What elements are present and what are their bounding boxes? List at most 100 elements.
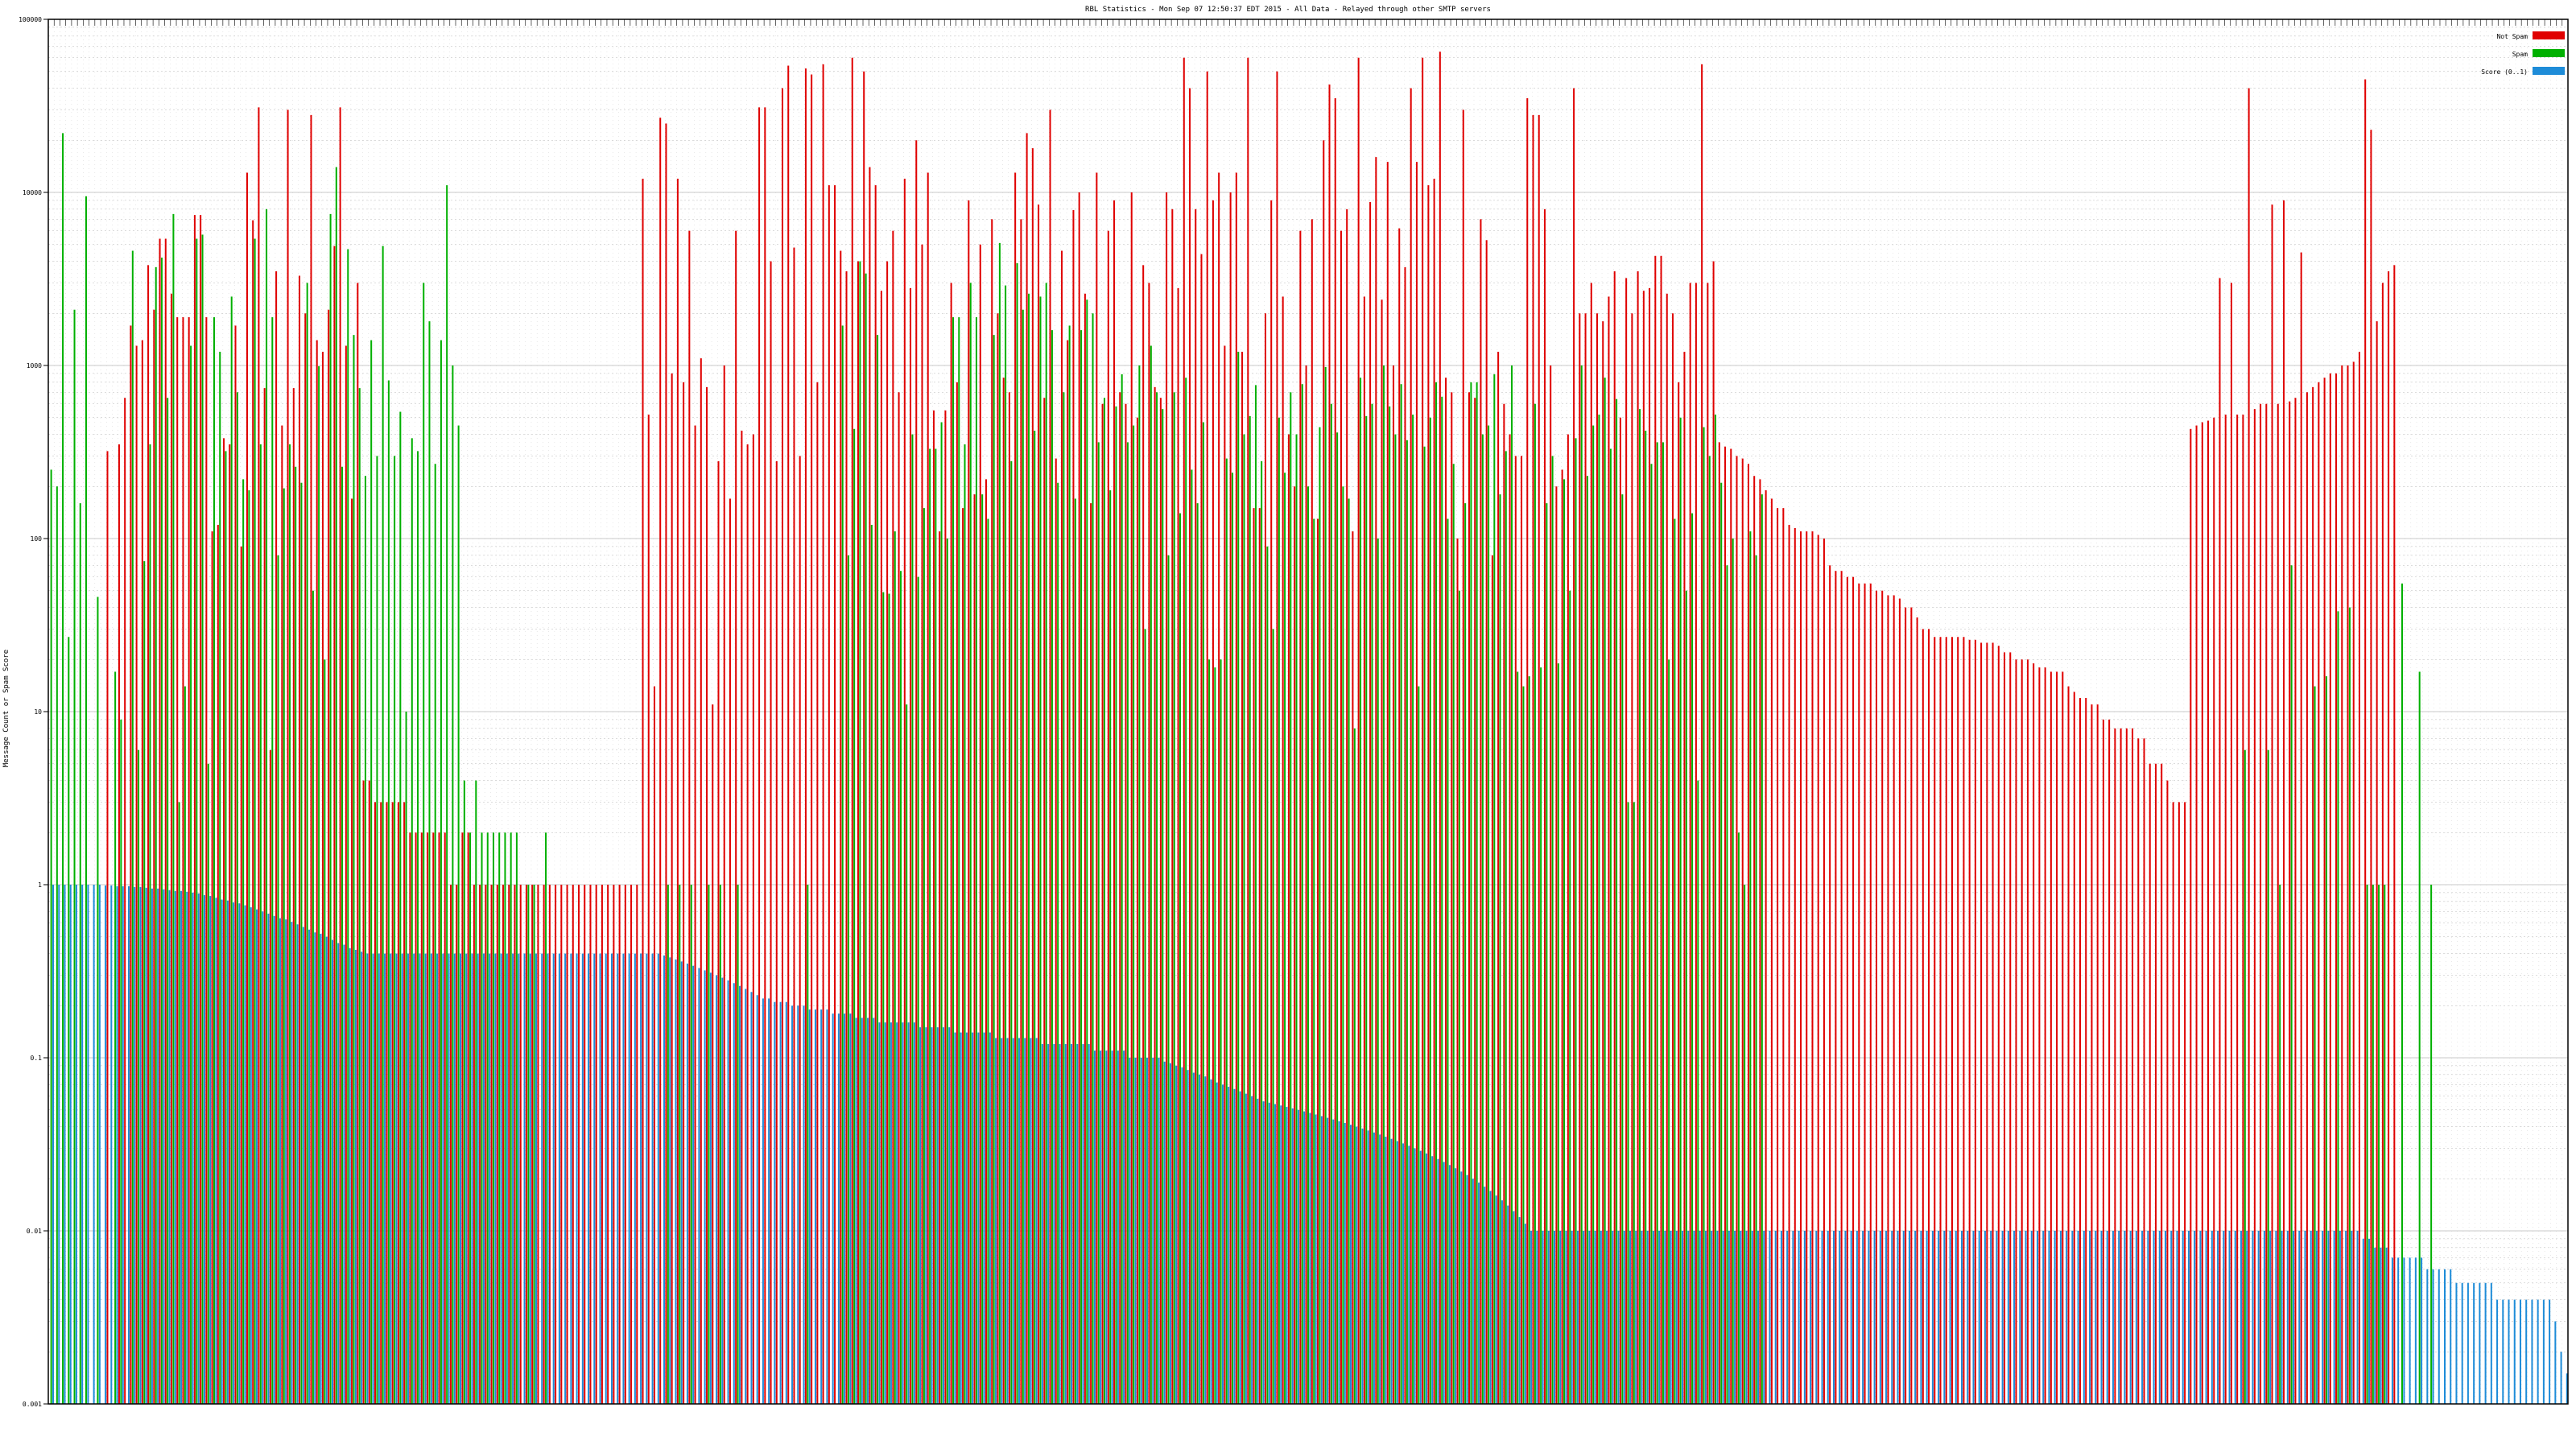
bar-not-spam [892,230,894,1404]
bar-not-spam [624,885,626,1404]
bar-spam [1685,590,1687,1404]
bar-score [1635,1231,1637,1404]
bar-not-spam [1637,271,1639,1404]
bar-score [1111,1051,1113,1404]
bar-score [1076,1043,1079,1404]
bar-score [2519,1299,2521,1404]
bar-spam [1744,885,1746,1404]
bar-not-spam [2149,763,2151,1404]
bar-not-spam [1526,98,1529,1404]
bar-score [296,924,299,1404]
bar-score [2025,1231,2027,1404]
bar-score [605,953,607,1404]
bar-score [634,953,636,1404]
bar-not-spam [2108,719,2111,1404]
bar-not-spam [1148,283,1150,1404]
bar-not-spam [461,832,464,1404]
bar-spam [1080,330,1083,1404]
bar-score [2339,1231,2341,1404]
bar-spam [1423,446,1426,1404]
bar-not-spam [950,283,952,1404]
bar-not-spam [1642,291,1645,1404]
legend-swatch [2533,49,2565,57]
bar-not-spam [1934,637,1936,1404]
bar-not-spam [880,291,882,1404]
bar-spam [1365,415,1368,1404]
bar-not-spam [200,215,202,1404]
bar-not-spam [2056,671,2058,1404]
bar-score [820,1009,823,1404]
bar-not-spam [269,749,271,1404]
bar-score [837,1013,840,1404]
bar-not-spam [1253,508,1255,1404]
bar-not-spam [2277,403,2279,1404]
bar-not-spam [1864,583,1866,1404]
bar-score [948,1027,951,1404]
bar-spam [737,885,739,1404]
bar-spam [1208,659,1211,1404]
bar-spam [1202,422,1204,1404]
bar-not-spam [444,832,446,1404]
bar-score [58,885,60,1404]
bar-spam [1196,503,1199,1404]
bar-not-spam [2114,728,2116,1404]
bar-not-spam [275,271,278,1404]
bar-not-spam [1206,71,1208,1405]
bar-score [1518,1216,1521,1404]
bar-not-spam [572,885,574,1404]
bar-spam [1249,415,1251,1404]
bar-not-spam [1905,607,1907,1404]
bar-score [1961,1231,1963,1404]
bar-score [535,953,538,1404]
bar-not-spam [2102,719,2104,1404]
bar-score [1839,1231,1841,1404]
bar-not-spam [1084,293,1086,1404]
bar-score [1291,1108,1294,1404]
bar-spam [1546,503,1548,1404]
bar-score [378,953,380,1404]
legend-label: Score (0..1) [2481,68,2528,76]
bar-not-spam [1777,508,1779,1404]
bar-score [1460,1171,1463,1404]
bar-score [127,886,130,1404]
bar-score [1489,1191,1492,1404]
bar-not-spam [555,885,557,1404]
bar-not-spam [659,118,662,1404]
legend-label: Spam [2512,51,2528,58]
bar-not-spam [1928,629,1930,1404]
bar-score [1821,1231,1823,1404]
bar-not-spam [1846,576,1848,1404]
bar-score [2129,1231,2132,1404]
bar-score [1664,1231,1666,1404]
bar-spam [131,250,134,1404]
bar-not-spam [304,313,307,1404]
bar-score [1018,1038,1020,1404]
bar-not-spam [1678,382,1680,1404]
bar-score [2374,1247,2376,1404]
bar-spam [1051,330,1053,1404]
bar-spam [993,335,995,1404]
bar-score [168,890,171,1404]
bar-not-spam [217,524,219,1404]
bar-spam [1028,293,1030,1404]
bar-score [2286,1231,2289,1404]
bar-score [814,1009,816,1404]
bar-spam [1429,417,1431,1404]
bar-score [2240,1231,2242,1404]
bar-not-spam [2248,88,2250,1404]
bar-score [2077,1231,2079,1404]
bar-not-spam [712,704,714,1404]
bar-spam [969,283,972,1404]
bar-score [646,953,648,1404]
bar-not-spam [153,309,155,1404]
bar-score [564,953,567,1404]
bar-spam [1458,590,1460,1404]
bar-spam [300,482,303,1404]
y-tick-label: 100 [31,535,43,543]
bar-score [2100,1231,2103,1404]
bar-score [768,998,770,1404]
bar-spam [2378,885,2380,1404]
bar-not-spam [636,885,638,1404]
bar-score [2362,1238,2364,1404]
bar-not-spam [1654,255,1657,1404]
